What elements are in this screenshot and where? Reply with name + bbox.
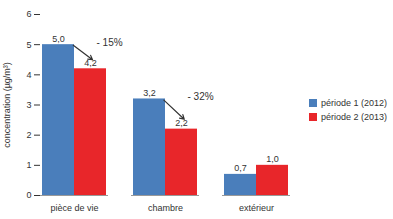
svg-text:1: 1: [26, 160, 31, 170]
html-text:période 2 (2013): période 2 (2013): [321, 111, 387, 122]
svg-text:extérieur: extérieur: [239, 203, 274, 213]
svg-text:1,0: 1,0: [266, 154, 279, 164]
svg-text:4,2: 4,2: [84, 57, 97, 68]
svg-text:4: 4: [26, 70, 31, 80]
svg-text:5: 5: [26, 40, 31, 50]
svg-text:2,2: 2,2: [175, 118, 188, 128]
svg-text:0: 0: [26, 190, 31, 200]
svg-text:pièce de vie: pièce de vie: [50, 203, 98, 213]
svg-text:chambre: chambre: [148, 203, 183, 213]
svg-text:2: 2: [26, 130, 31, 140]
svg-text:- 32%: - 32%: [188, 91, 214, 102]
svg-text:3,2: 3,2: [143, 88, 156, 98]
svg-text:6: 6: [26, 9, 31, 19]
svg-text:0,7: 0,7: [234, 163, 247, 173]
svg-text:- 15%: - 15%: [97, 37, 123, 48]
svg-text:concentration (µg/m³): concentration (µg/m³): [2, 62, 12, 148]
svg-text:3: 3: [26, 100, 31, 110]
html-text:période 1 (2012): période 1 (2012): [321, 97, 387, 108]
svg-text:5,0: 5,0: [52, 34, 65, 44]
